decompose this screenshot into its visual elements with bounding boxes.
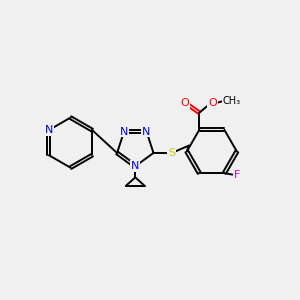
Text: N: N [45,125,53,135]
Text: CH₃: CH₃ [223,96,241,106]
Text: O: O [208,98,217,108]
Text: N: N [142,127,151,136]
Text: N: N [120,127,128,136]
Text: N: N [131,161,140,171]
Text: S: S [168,148,175,158]
Text: O: O [180,98,189,108]
Text: F: F [234,169,240,180]
